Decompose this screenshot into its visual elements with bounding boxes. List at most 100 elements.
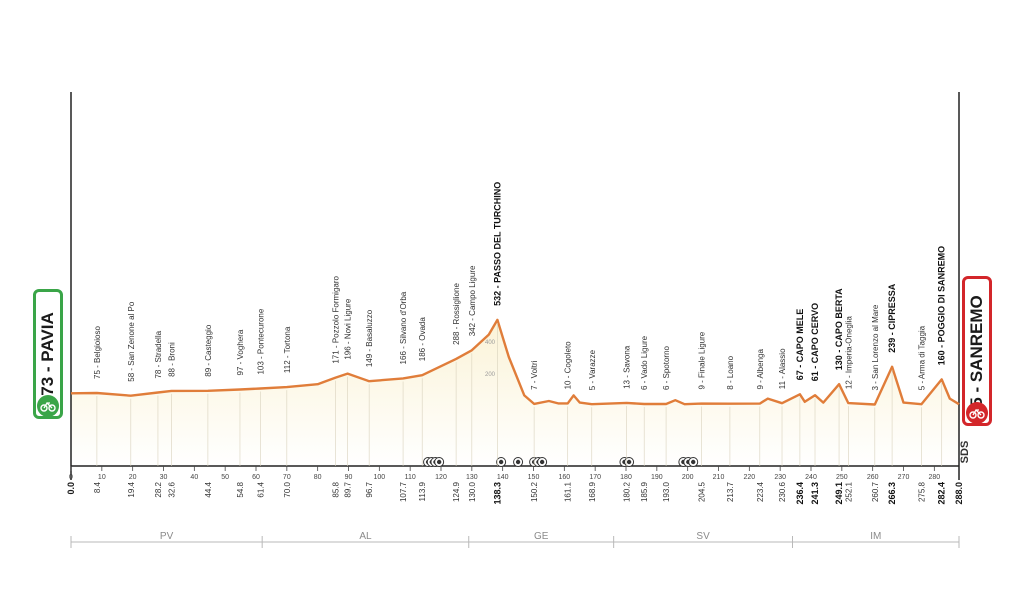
checkpoint-marker-inner bbox=[691, 459, 696, 465]
km-tick-label: 0 bbox=[69, 474, 73, 481]
waypoint-label: 97 - Voghera bbox=[236, 329, 245, 375]
km-label: 113.9 bbox=[418, 481, 427, 501]
km-label: 288.0 bbox=[954, 482, 964, 505]
cyclist-start-icon bbox=[37, 395, 59, 417]
km-tick-label: 20 bbox=[129, 474, 137, 481]
km-tick-label: 120 bbox=[435, 474, 447, 481]
waypoint-label: 196 - Novi Ligure bbox=[344, 298, 353, 359]
km-label: 124.9 bbox=[452, 481, 461, 502]
km-label: 0.0 bbox=[66, 482, 76, 495]
km-tick-label: 250 bbox=[836, 474, 848, 481]
km-label: 8.4 bbox=[93, 481, 102, 493]
km-tick-label: 160 bbox=[558, 474, 570, 481]
km-label: 32.6 bbox=[168, 481, 177, 497]
km-tick-label: 220 bbox=[743, 474, 755, 481]
km-tick-label: 260 bbox=[867, 474, 879, 481]
waypoint-label: 130 - CAPO BERTA bbox=[834, 288, 844, 370]
province-label: IM bbox=[870, 531, 881, 542]
km-label: 185.9 bbox=[640, 481, 649, 502]
km-tick-label: 190 bbox=[651, 474, 663, 481]
finish-label: 5 - SANREMO bbox=[967, 295, 986, 407]
waypoint-label: 7 - Voltri bbox=[530, 360, 539, 390]
km-tick-label: 110 bbox=[405, 474, 416, 481]
start-badge: 73 - PAVIA bbox=[33, 289, 63, 419]
km-label: 275.8 bbox=[917, 481, 926, 502]
km-tick-label: 200 bbox=[682, 474, 694, 481]
km-label: 236.4 bbox=[795, 482, 805, 505]
km-label: 138.3 bbox=[492, 482, 502, 505]
waypoint-label: 239 - CIPRESSA bbox=[887, 283, 897, 353]
waypoint-label: 342 - Campo Ligure bbox=[468, 265, 477, 336]
km-tick-label: 30 bbox=[160, 474, 168, 481]
km-tick-label: 50 bbox=[221, 474, 229, 481]
km-label: 107.7 bbox=[399, 481, 408, 502]
km-label: 168.9 bbox=[588, 481, 597, 502]
km-tick-label: 40 bbox=[190, 474, 198, 481]
km-tick-label: 270 bbox=[898, 474, 910, 481]
checkpoint-marker-inner bbox=[498, 459, 504, 465]
waypoint-label: 288 - Rossiglione bbox=[452, 283, 461, 345]
km-tick-label: 80 bbox=[314, 474, 322, 481]
km-tick-label: 90 bbox=[345, 474, 353, 481]
waypoint-label: 166 - Silvano d'Orba bbox=[399, 291, 408, 364]
finish-badge: 5 - SANREMO bbox=[962, 276, 992, 426]
waypoint-label: 61 - CAPO CERVO bbox=[810, 303, 820, 381]
waypoint-label: 5 - Varazze bbox=[588, 349, 597, 390]
checkpoint-marker-inner bbox=[436, 459, 442, 465]
waypoint-label: 8 - Loano bbox=[726, 355, 735, 389]
checkpoint-marker-inner bbox=[539, 459, 545, 465]
waypoint-label: 12 - Imperia-Oneglia bbox=[844, 316, 853, 389]
km-label: 260.7 bbox=[871, 481, 880, 502]
km-label: 252.1 bbox=[844, 481, 853, 502]
km-tick-label: 10 bbox=[98, 474, 106, 481]
km-label: 180.2 bbox=[623, 481, 632, 502]
km-label: 223.4 bbox=[756, 481, 765, 502]
km-label: 61.4 bbox=[256, 481, 265, 497]
waypoint-label: 10 - Cogoleto bbox=[564, 341, 573, 390]
km-tick-label: 150 bbox=[528, 474, 540, 481]
km-tick-label: 170 bbox=[589, 474, 601, 481]
profile-line bbox=[70, 318, 960, 406]
start-label: 73 - PAVIA bbox=[38, 312, 57, 396]
profile-area bbox=[71, 319, 959, 466]
sds-logo: SDS bbox=[959, 441, 971, 464]
km-label: 130.0 bbox=[468, 481, 477, 502]
waypoint-label: 67 - CAPO MELE bbox=[795, 309, 805, 381]
km-tick-label: 240 bbox=[805, 474, 817, 481]
waypoint-label: 3 - San Lorenzo al Mare bbox=[871, 304, 880, 390]
km-label: 241.3 bbox=[810, 482, 820, 505]
km-tick-label: 130 bbox=[466, 474, 478, 481]
waypoint-label: 9 - Albenga bbox=[756, 349, 765, 390]
waypoint-label: 11 - Alassio bbox=[778, 348, 787, 389]
km-label: 85.8 bbox=[332, 481, 341, 497]
km-tick-label: 210 bbox=[713, 474, 725, 481]
km-tick-label: 180 bbox=[620, 474, 632, 481]
km-tick-label: 100 bbox=[373, 474, 385, 481]
km-tick-label: 280 bbox=[928, 474, 940, 481]
km-label: 70.0 bbox=[283, 481, 292, 497]
cyclist-finish-icon bbox=[966, 402, 988, 424]
waypoint-label: 6 - Spotorno bbox=[662, 345, 671, 390]
km-tick-label: 60 bbox=[252, 474, 260, 481]
waypoint-label: 78 - Stradella bbox=[154, 330, 163, 378]
km-label: 96.7 bbox=[365, 481, 374, 497]
waypoint-label: 532 - PASSO DEL TURCHINO bbox=[492, 182, 502, 306]
km-label: 150.2 bbox=[530, 481, 539, 502]
km-tick-label: 70 bbox=[283, 474, 291, 481]
waypoint-label: 75 - Belgioioso bbox=[93, 326, 102, 379]
sds-logo-text: SDS bbox=[959, 441, 971, 464]
km-label: 44.4 bbox=[204, 481, 213, 497]
km-label: 230.6 bbox=[778, 481, 787, 502]
waypoint-label: 171 - Pozzolo Formigaro bbox=[332, 275, 341, 363]
km-tick-label: 230 bbox=[774, 474, 786, 481]
km-label: 19.4 bbox=[127, 481, 136, 497]
waypoint-label: 13 - Savona bbox=[623, 345, 632, 389]
km-label: 28.2 bbox=[154, 481, 163, 497]
waypoint-label: 112 - Tortona bbox=[283, 326, 292, 373]
km-label: 213.7 bbox=[726, 481, 735, 502]
checkpoint-marker-inner bbox=[626, 459, 632, 465]
waypoint-label: 186 - Ovada bbox=[418, 317, 427, 362]
waypoint-label: 88 - Broni bbox=[168, 342, 177, 377]
km-tick-label: 140 bbox=[497, 474, 509, 481]
km-label: 161.1 bbox=[564, 481, 573, 502]
